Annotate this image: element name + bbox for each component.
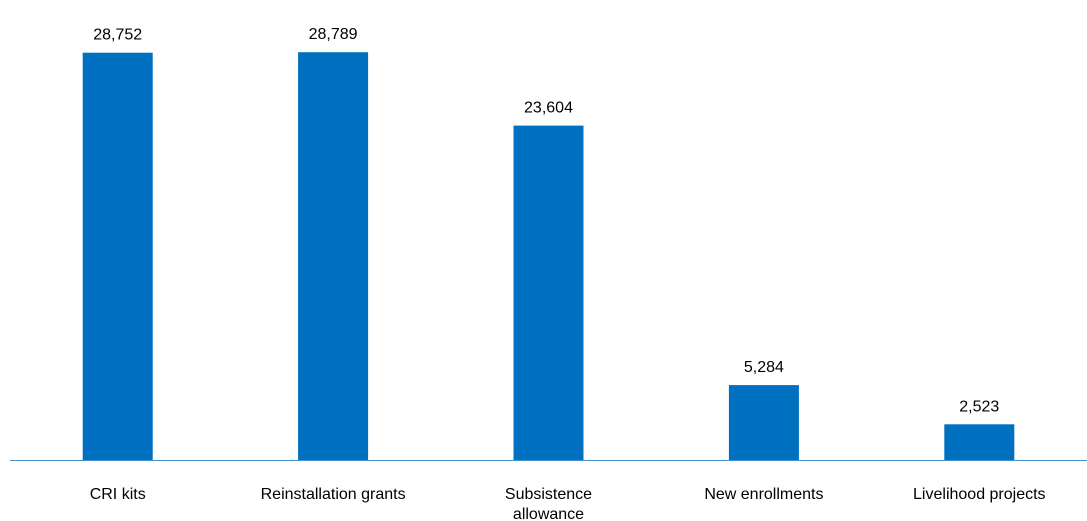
- bar-value-label-4: 2,523: [959, 398, 999, 415]
- category-label-1: Reinstallation grants: [261, 486, 406, 503]
- category-label-3: New enrollments: [704, 486, 823, 503]
- bar-value-label-2: 23,604: [524, 100, 573, 117]
- bar-4: [944, 424, 1015, 460]
- bar-0: [82, 52, 153, 460]
- bars-group: [82, 52, 1015, 460]
- bar-value-label-1: 28,789: [309, 26, 358, 43]
- bar-1: [298, 52, 369, 460]
- bar-value-label-3: 5,284: [744, 359, 784, 376]
- category-label-2-line-0: Subsistence: [505, 486, 592, 503]
- value-labels-group: 28,752 28,789 23,604 5,284 2,523: [93, 26, 999, 415]
- category-label-4: Livelihood projects: [913, 486, 1046, 503]
- category-label-2-line-1: allowance: [513, 506, 584, 521]
- category-label-0: CRI kits: [90, 486, 146, 503]
- category-labels-group: CRI kits Reinstallation grants Subsistence…: [90, 486, 1046, 521]
- bar-2: [513, 125, 584, 460]
- bar-value-label-0: 28,752: [93, 27, 142, 44]
- bar-3: [728, 385, 799, 460]
